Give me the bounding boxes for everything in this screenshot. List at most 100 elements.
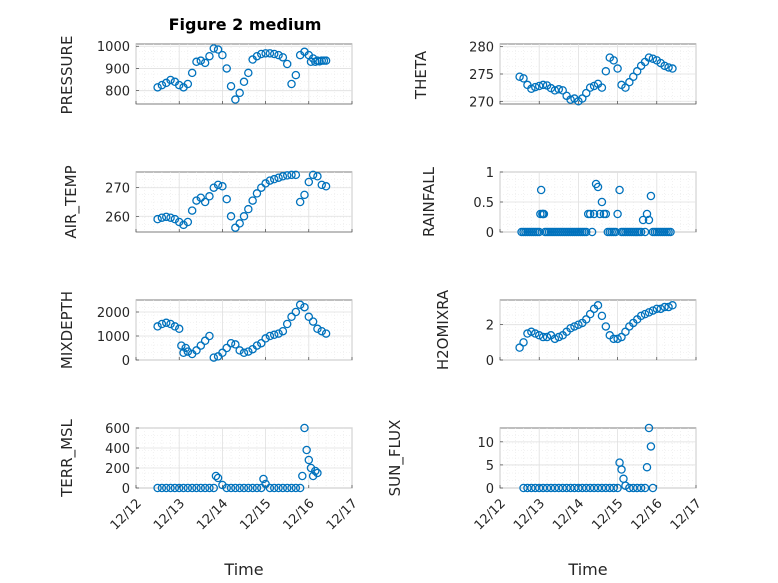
data-point <box>581 88 591 98</box>
data-point <box>187 68 197 78</box>
data-point <box>252 51 262 61</box>
data-point <box>534 331 544 340</box>
data-point <box>531 329 540 338</box>
data-point <box>166 75 175 85</box>
data-point <box>231 483 240 493</box>
data-point <box>213 180 223 190</box>
subplot-pressure: 800 900 1000 PRESSURE <box>58 36 353 114</box>
data-point <box>222 194 231 204</box>
data-point <box>218 182 227 191</box>
y-tick-label: 2 <box>486 319 494 334</box>
data-point <box>213 45 223 54</box>
data-point <box>298 471 307 481</box>
data-point <box>261 179 270 188</box>
y-tick-label: 1000 <box>97 40 130 55</box>
data-point <box>317 326 327 336</box>
data-point <box>183 483 193 493</box>
data-point <box>278 483 288 493</box>
data-point <box>209 353 219 362</box>
y-axis-label: TERR_MSL <box>58 418 77 497</box>
data-point <box>566 95 575 104</box>
data-point <box>174 483 184 493</box>
y-tick-label: 5 <box>486 459 494 474</box>
data-point <box>166 483 175 493</box>
x-tick-label: 12/13 <box>511 496 548 533</box>
data-point <box>613 209 622 219</box>
y-tick-label: 0.5 <box>473 196 494 211</box>
data-markers <box>515 53 677 106</box>
data-point <box>161 78 171 88</box>
data-point <box>642 209 652 219</box>
data-point <box>269 330 279 340</box>
data-point <box>656 304 665 314</box>
data-point <box>566 323 575 333</box>
data-point <box>218 50 227 60</box>
data-point <box>248 483 257 493</box>
data-point <box>274 50 283 60</box>
data-point <box>257 338 266 348</box>
data-point <box>308 317 318 326</box>
y-tick-label: 0 <box>122 482 130 497</box>
data-point <box>629 72 638 81</box>
y-axis-label: SUN_FLUX <box>386 420 405 497</box>
data-point <box>196 483 206 493</box>
x-tick-label: 12/14 <box>550 496 587 533</box>
data-point <box>161 318 171 328</box>
data-point <box>536 185 546 195</box>
y-tick-label: 1000 <box>97 330 130 345</box>
data-point <box>282 59 292 69</box>
data-point <box>274 329 283 338</box>
data-point <box>300 302 309 312</box>
x-tick-label: 12/12 <box>472 496 509 533</box>
data-point <box>269 483 279 493</box>
data-point <box>585 309 595 319</box>
data-point <box>581 227 591 237</box>
data-point <box>153 83 162 92</box>
data-point <box>226 81 236 91</box>
data-point <box>311 466 320 476</box>
data-point <box>174 217 184 227</box>
y-tick-label: 10 <box>477 436 494 451</box>
data-point <box>538 332 548 342</box>
data-point <box>574 320 583 329</box>
data-point <box>192 196 201 205</box>
data-point <box>613 483 622 493</box>
y-axis-label: AIR_TEMP <box>62 165 81 238</box>
data-point <box>640 309 650 319</box>
data-point <box>252 189 262 198</box>
data-point <box>244 483 253 493</box>
data-markers <box>515 301 677 352</box>
data-point <box>644 215 654 225</box>
data-point <box>157 213 167 222</box>
data-point <box>321 182 331 191</box>
subplot-terr-msl: 0 200 400 600 TERR_MSL 12/12 12/13 12/14 12/15… <box>58 418 361 579</box>
data-point <box>644 53 654 62</box>
x-tick-label: 12/15 <box>237 496 274 533</box>
data-point <box>170 214 180 224</box>
data-point <box>531 82 540 92</box>
data-point <box>205 331 214 341</box>
y-tick-label: 0 <box>486 482 494 497</box>
data-point <box>282 319 292 329</box>
data-point <box>578 94 587 103</box>
x-tick-labels: 12/12 12/13 12/14 12/15 12/16 12/17 <box>472 496 705 533</box>
subplot-rainfall: 00.51 RAINFALL <box>420 166 697 241</box>
data-markers <box>153 300 331 362</box>
y-tick-labels: 270 275 280 <box>469 41 503 110</box>
data-point <box>196 193 206 202</box>
data-point <box>597 83 607 92</box>
data-point <box>291 307 301 317</box>
y-tick-label: 800 <box>105 85 130 100</box>
data-point <box>668 301 677 310</box>
data-point <box>609 334 618 344</box>
data-point <box>587 227 597 237</box>
data-point <box>527 84 536 93</box>
data-point <box>187 483 197 493</box>
data-point <box>601 209 611 219</box>
data-point <box>196 56 206 65</box>
data-point <box>244 204 253 214</box>
y-axis-label: RAINFALL <box>420 166 438 237</box>
data-point <box>558 86 567 95</box>
data-point <box>313 172 322 181</box>
data-point <box>646 442 656 451</box>
